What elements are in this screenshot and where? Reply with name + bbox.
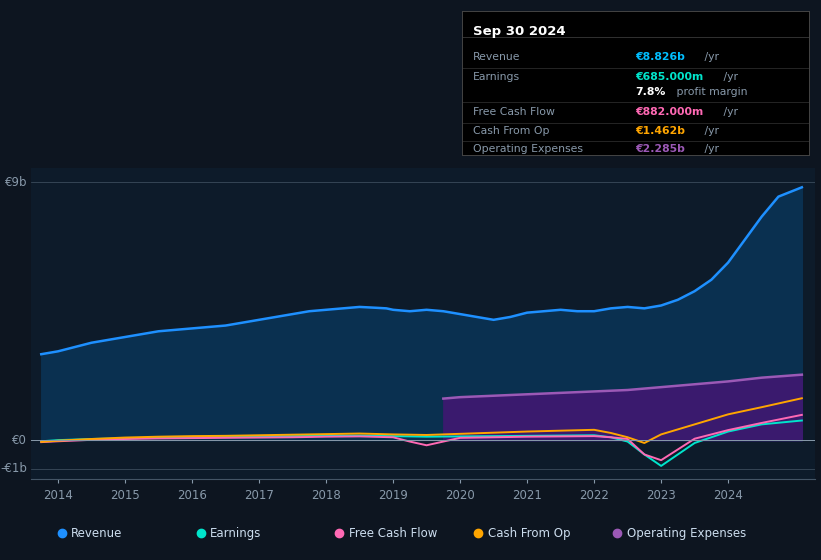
Text: Cash From Op: Cash From Op — [488, 527, 570, 540]
Text: €685.000m: €685.000m — [635, 72, 704, 82]
Text: Operating Expenses: Operating Expenses — [473, 144, 583, 155]
Text: /yr: /yr — [701, 144, 719, 155]
Text: Operating Expenses: Operating Expenses — [626, 527, 745, 540]
Text: Revenue: Revenue — [473, 52, 521, 62]
Text: €1.462b: €1.462b — [635, 125, 686, 136]
Text: Revenue: Revenue — [71, 527, 122, 540]
Text: €0: €0 — [12, 433, 27, 447]
Text: /yr: /yr — [701, 125, 719, 136]
Text: /yr: /yr — [701, 52, 719, 62]
Text: €882.000m: €882.000m — [635, 107, 704, 117]
Text: Cash From Op: Cash From Op — [473, 125, 549, 136]
Text: €2.285b: €2.285b — [635, 144, 686, 155]
Text: Free Cash Flow: Free Cash Flow — [349, 527, 437, 540]
Text: profit margin: profit margin — [673, 87, 747, 96]
Text: /yr: /yr — [720, 107, 737, 117]
Text: 7.8%: 7.8% — [635, 87, 666, 96]
Text: €8.826b: €8.826b — [635, 52, 686, 62]
Text: -€1b: -€1b — [0, 462, 27, 475]
Text: Earnings: Earnings — [473, 72, 520, 82]
Text: €9b: €9b — [5, 176, 27, 189]
Text: Earnings: Earnings — [210, 527, 261, 540]
Text: Free Cash Flow: Free Cash Flow — [473, 107, 554, 117]
Text: /yr: /yr — [720, 72, 737, 82]
Text: Sep 30 2024: Sep 30 2024 — [473, 25, 565, 38]
